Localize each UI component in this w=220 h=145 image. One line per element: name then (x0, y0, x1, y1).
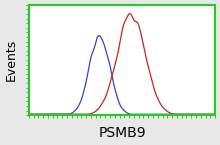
Y-axis label: Events: Events (5, 39, 18, 81)
X-axis label: PSMB9: PSMB9 (98, 126, 146, 140)
